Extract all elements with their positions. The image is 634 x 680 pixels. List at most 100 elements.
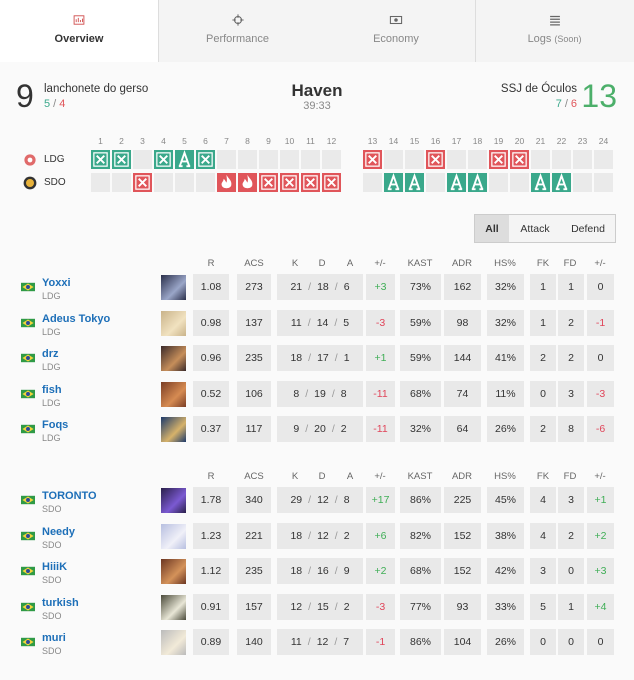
stat-value: 221 [245,529,263,542]
round-result-icon [242,174,253,189]
player-name[interactable]: HiiiK [42,561,68,573]
stat-cell: 86% [400,487,441,513]
player-name[interactable]: TORONTO [42,490,97,502]
stat-cell: 32% [487,309,524,336]
stat-value: 73% [409,281,431,293]
player-name[interactable]: muri [42,632,66,644]
round-cell [384,173,403,192]
stat-value: 0 [568,636,574,648]
tab[interactable]: Logs (Soon) [475,0,634,62]
stat-cell: 2 [558,522,584,549]
player-name[interactable]: Needy [42,525,76,538]
column-header: FK [536,258,550,269]
round-number: 13 [367,136,378,146]
round-number: 6 [203,136,208,146]
stat-cell: 98 [444,309,481,336]
stat-value: 32% [494,316,516,329]
player-team: SDO [42,539,62,550]
stat-cell: 74 [444,380,481,407]
tab-label-row: Economy [317,33,475,45]
stat-value: 19 [314,387,326,400]
player-name[interactable]: Foqs [42,419,69,431]
kda-sep: / [331,423,335,435]
stat-cell: 26% [487,416,524,442]
player-name[interactable]: fish [42,383,62,396]
filter-button[interactable]: All [475,215,509,242]
round-cell [133,150,152,169]
stat-cell: 93 [444,593,481,620]
column-header: ADR [451,471,473,482]
stat-value: 152 [453,529,472,542]
agent-portrait [161,559,186,584]
stat-cell: 2 [530,416,556,442]
stat-cell: 45% [487,487,524,513]
stat-value: 117 [245,423,263,435]
tab[interactable]: Economy [317,0,476,62]
player-team: LDG [42,433,61,443]
stat-cell: 8 / 19 / 8 [277,380,363,407]
flag [21,282,35,292]
column-header: R [207,258,215,269]
stat-cell: 11% [487,380,524,407]
stat-cell: +2 [366,558,395,584]
round-team-tag: LDG [44,154,65,165]
stat-cell: 42% [487,558,524,584]
split-sep: / [53,98,57,110]
stat-value: +1 [374,352,387,364]
round-cell [573,150,592,169]
stat-value: 77% [409,600,431,613]
stat-value: 8 [340,387,347,400]
player-name[interactable]: turkish [42,596,79,609]
round-number: 12 [326,136,337,146]
stat-value: +6 [374,529,387,542]
stat-cell: 152 [444,522,481,549]
player-name[interactable]: Yoxxi [42,277,71,289]
round-result-icon [555,173,568,191]
stat-cell: 21 / 18 / 6 [277,274,363,300]
stat-cell: 86% [400,629,441,655]
stat-value: +4 [594,600,607,613]
tab-label-row: Performance [159,33,317,45]
stat-cell: 221 [237,522,271,549]
round-result-icon [282,175,297,190]
filter-button[interactable]: Defend [571,222,605,235]
round-cell [259,173,278,192]
tab[interactable]: Performance [158,0,318,62]
stat-value: 273 [245,281,263,293]
player-team: LDG [42,397,61,408]
stat-value: 2 [568,529,574,542]
round-number: 7 [224,136,229,146]
round-cell [552,173,571,192]
round-cell [489,173,508,192]
round-cell [510,173,529,192]
stat-value: 26% [494,423,516,435]
round-result-icon [534,173,547,191]
stat-cell: 4 [530,487,556,513]
side-split: 7/6 [556,98,577,110]
tab[interactable]: Overview [0,0,159,62]
stat-cell: -1 [587,309,614,336]
round-cell [259,150,278,169]
round-cell [405,150,424,169]
stat-value: 3 [568,387,574,400]
stat-value: 5 [343,316,350,329]
round-cell [531,150,550,169]
round-cell [301,150,320,169]
column-header: +/- [594,258,606,269]
column-header: K [291,258,299,269]
stat-value: 5 [540,600,546,613]
round-number: 11 [306,136,315,146]
round-cell [510,150,529,169]
tab-note: (Soon) [554,34,582,44]
stat-value: 2 [540,423,546,435]
stat-cell: 38% [487,522,524,549]
round-number: 14 [388,136,399,146]
player-name[interactable]: Adeus Tokyo [42,312,111,325]
stat-cell: 0.98 [193,309,229,336]
filter-button[interactable]: Attack [520,222,550,235]
stat-value: 12 [317,529,329,542]
stat-value: 64 [456,423,469,435]
filter-group: All Attack Defend [474,214,616,243]
tab-label: Performance [206,33,269,45]
player-name[interactable]: drz [42,348,59,360]
